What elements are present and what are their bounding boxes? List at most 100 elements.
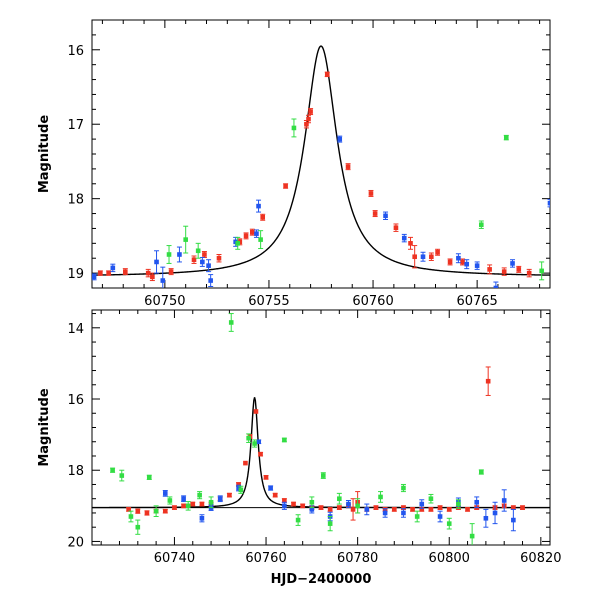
data-point [281, 501, 287, 510]
data-point [263, 475, 269, 480]
data-point [238, 485, 244, 494]
data-point [318, 505, 324, 510]
data-point [181, 495, 187, 503]
data-point [153, 505, 159, 518]
data-point [345, 499, 351, 509]
data-point [516, 265, 522, 273]
data-point [501, 267, 507, 276]
data-point [460, 258, 466, 266]
data-point [281, 437, 287, 443]
data-point [539, 261, 545, 281]
data-point [283, 183, 289, 189]
data-point [474, 496, 480, 509]
data-point [437, 510, 443, 523]
data-point [400, 508, 406, 518]
data-point [308, 108, 314, 116]
data-point [268, 485, 274, 491]
data-point [243, 460, 248, 466]
data-point [327, 507, 333, 512]
data-point [135, 508, 141, 514]
data-point [256, 199, 262, 213]
data-point [364, 503, 370, 516]
model-curve [92, 397, 550, 509]
data-point [478, 469, 484, 475]
data-point [216, 254, 222, 263]
data-point [246, 433, 252, 443]
data-point [97, 270, 103, 276]
data-point [258, 230, 264, 250]
data-point [217, 495, 223, 503]
data-point [520, 505, 526, 510]
data-point [547, 198, 550, 208]
data-point [195, 242, 201, 259]
data-point [181, 503, 187, 509]
data-point [337, 135, 343, 143]
y-tick-label: 18 [67, 193, 84, 208]
data-point [487, 264, 493, 275]
data-point [197, 491, 203, 500]
data-point [368, 189, 374, 197]
data-point [446, 507, 452, 512]
data-point [428, 493, 434, 504]
data-point [414, 510, 420, 523]
data-point [162, 508, 168, 514]
y-tick-label: 16 [67, 44, 84, 59]
plot-area [92, 45, 550, 288]
y-axis-title: Magnitude [37, 388, 52, 467]
data-point [119, 469, 125, 482]
data-point [110, 263, 116, 273]
data-point [110, 467, 116, 473]
data-point [435, 248, 441, 256]
y-tick-label: 14 [67, 322, 84, 337]
data-point [510, 259, 516, 268]
y-tick-label: 19 [67, 267, 84, 282]
data-point [208, 496, 214, 509]
data-point [465, 507, 471, 512]
data-point [272, 492, 278, 498]
data-point [345, 163, 351, 171]
data-point [391, 507, 397, 512]
x-tick-label: 60750 [144, 294, 185, 309]
data-point [485, 366, 491, 396]
x-tick-label: 60740 [154, 551, 195, 566]
data-point [208, 274, 214, 288]
data-point [350, 498, 356, 521]
data-point [199, 256, 205, 267]
data-point [135, 519, 141, 535]
data-point [199, 501, 205, 507]
data-point [478, 220, 484, 229]
data-point [201, 251, 207, 258]
data-point [235, 236, 241, 250]
data-point [243, 232, 249, 240]
data-point [291, 118, 297, 138]
data-point [249, 228, 255, 236]
data-point [92, 273, 97, 281]
data-point [167, 496, 173, 505]
data-point [252, 439, 258, 448]
data-point [253, 409, 259, 414]
data-point [378, 491, 384, 503]
data-point [410, 507, 416, 512]
y-tick-label: 20 [67, 535, 84, 550]
data-point [166, 245, 172, 264]
data-point [295, 514, 301, 526]
data-point [501, 489, 507, 512]
data-point [492, 501, 498, 525]
model-curve [92, 45, 550, 276]
y-tick-label: 16 [67, 393, 84, 408]
data-point [228, 313, 234, 332]
data-point [393, 223, 399, 232]
x-tick-label: 60800 [429, 551, 470, 566]
data-point [437, 505, 443, 510]
data-point [160, 266, 166, 288]
data-point [419, 499, 425, 509]
data-point [474, 261, 480, 270]
data-point [191, 255, 197, 264]
data-point [300, 503, 306, 509]
data-point [355, 498, 361, 514]
plot-frame [91, 19, 551, 289]
x-tick-label: 60760 [352, 294, 393, 309]
data-point [526, 268, 532, 278]
data-point [253, 229, 259, 238]
data-point [183, 225, 189, 254]
